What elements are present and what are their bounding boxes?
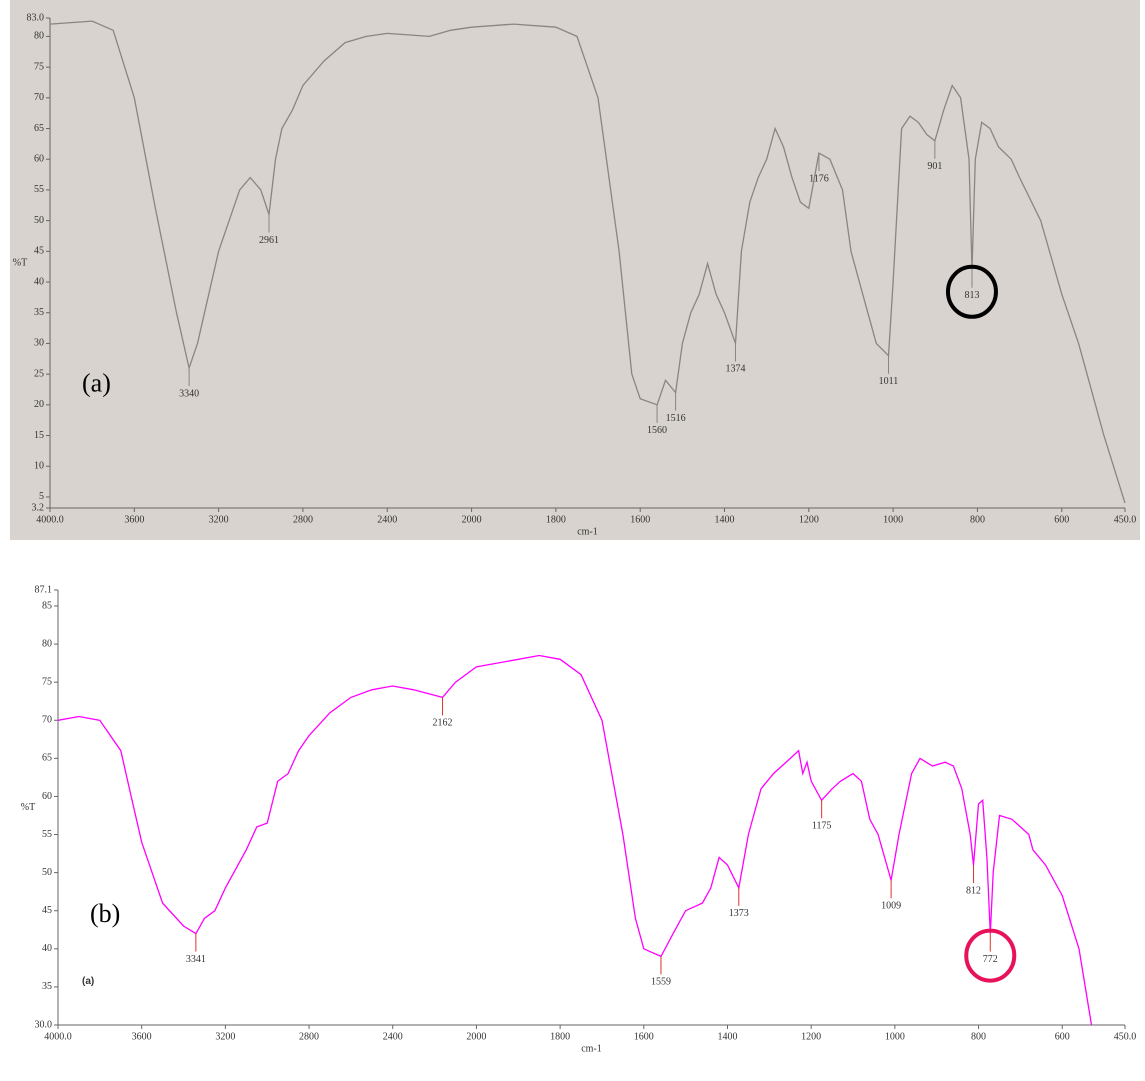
peak-label: 3341 <box>186 954 206 965</box>
x-tick-label: 3600 <box>132 1031 152 1042</box>
y-tick-label: 3.2 <box>32 502 45 513</box>
y-tick-label: 35 <box>42 981 52 992</box>
y-tick-label: 75 <box>42 676 52 687</box>
x-axis-label: cm-1 <box>581 1043 602 1054</box>
y-tick-label: 80 <box>34 31 44 42</box>
x-tick-label: 450.0 <box>1114 514 1137 525</box>
y-tick-label: 55 <box>34 184 44 195</box>
peak-label: 1516 <box>666 413 686 424</box>
x-tick-label: 1200 <box>799 514 819 525</box>
x-tick-label: 1200 <box>801 1031 821 1042</box>
y-tick-label: 85 <box>42 600 52 611</box>
x-tick-label: 450.0 <box>1114 1031 1137 1042</box>
y-tick-label: 65 <box>34 123 44 134</box>
y-tick-label: 65 <box>42 753 52 764</box>
y-tick-label: 60 <box>34 154 44 165</box>
y-tick-label: 40 <box>34 276 44 287</box>
y-tick-label: 70 <box>42 715 52 726</box>
x-tick-label: 800 <box>971 1031 986 1042</box>
x-tick-label: 1400 <box>717 1031 737 1042</box>
panel-background <box>0 545 1145 1081</box>
highlight-circle <box>945 264 998 319</box>
x-tick-label: 2800 <box>293 514 313 525</box>
peak-label: 1373 <box>729 908 749 919</box>
x-tick-label: 1800 <box>550 1031 570 1042</box>
y-tick-label: 25 <box>34 368 44 379</box>
panel-label: (b) <box>90 899 120 928</box>
y-tick-label: 87.1 <box>35 584 53 595</box>
y-tick-label: 35 <box>34 307 44 318</box>
y-tick-label: 45 <box>42 905 52 916</box>
x-tick-label: 3600 <box>124 514 144 525</box>
y-tick-label: 30 <box>34 338 44 349</box>
x-tick-label: 2400 <box>377 514 397 525</box>
x-tick-label: 3200 <box>215 1031 235 1042</box>
x-tick-label: 1400 <box>715 514 735 525</box>
x-tick-label: 1600 <box>634 1031 654 1042</box>
y-tick-label: 5 <box>39 491 44 502</box>
x-axis-label: cm-1 <box>577 526 598 537</box>
y-axis-label: %T <box>21 802 35 813</box>
spectrum-line <box>49 20 1126 504</box>
y-tick-label: 15 <box>34 430 44 441</box>
x-tick-label: 600 <box>1055 1031 1070 1042</box>
x-tick-label: 1000 <box>885 1031 905 1042</box>
y-tick-label: 45 <box>34 246 44 257</box>
x-tick-label: 600 <box>1054 514 1069 525</box>
y-tick-label: 10 <box>34 461 44 472</box>
y-tick-label: 83.0 <box>27 12 45 23</box>
y-tick-label: 60 <box>42 791 52 802</box>
peak-label: 1011 <box>879 376 899 387</box>
x-tick-label: 2000 <box>466 1031 486 1042</box>
peak-label: 813 <box>964 290 979 301</box>
y-tick-label: 50 <box>34 215 44 226</box>
peak-label: 1559 <box>651 977 671 988</box>
y-tick-label: 20 <box>34 399 44 410</box>
x-tick-label: 1600 <box>630 514 650 525</box>
x-tick-label: 2400 <box>383 1031 403 1042</box>
x-tick-label: 800 <box>970 514 985 525</box>
y-tick-label: 55 <box>42 829 52 840</box>
peak-label: 812 <box>966 885 981 896</box>
x-tick-label: 4000.0 <box>36 514 64 525</box>
x-tick-label: 1000 <box>883 514 903 525</box>
peak-label: 2961 <box>259 235 279 246</box>
peak-label: 772 <box>983 954 998 965</box>
y-tick-label: 30.0 <box>35 1019 53 1030</box>
y-tick-label: 40 <box>42 943 52 954</box>
panel-label: (a) <box>82 368 111 397</box>
x-tick-label: 1800 <box>546 514 566 525</box>
y-tick-label: 75 <box>34 61 44 72</box>
y-axis-label: %T <box>13 257 27 268</box>
inset-label: (a) <box>82 976 94 987</box>
y-tick-label: 80 <box>42 638 52 649</box>
peak-label: 2162 <box>433 718 453 729</box>
x-tick-label: 2000 <box>462 514 482 525</box>
x-tick-label: 2800 <box>299 1031 319 1042</box>
peak-label: 1175 <box>812 821 832 832</box>
peak-label: 901 <box>927 161 942 172</box>
peak-label: 1560 <box>647 425 667 436</box>
x-tick-label: 3200 <box>209 514 229 525</box>
highlight-circle <box>964 928 1017 983</box>
y-tick-label: 50 <box>42 867 52 878</box>
peak-label: 3340 <box>179 388 199 399</box>
peak-label: 1176 <box>809 173 829 184</box>
spectrum-line <box>57 654 1093 1026</box>
peak-label: 1009 <box>881 901 901 912</box>
panel-background <box>10 0 1140 540</box>
peak-label: 1374 <box>725 364 745 375</box>
x-tick-label: 4000.0 <box>44 1031 72 1042</box>
y-tick-label: 70 <box>34 92 44 103</box>
